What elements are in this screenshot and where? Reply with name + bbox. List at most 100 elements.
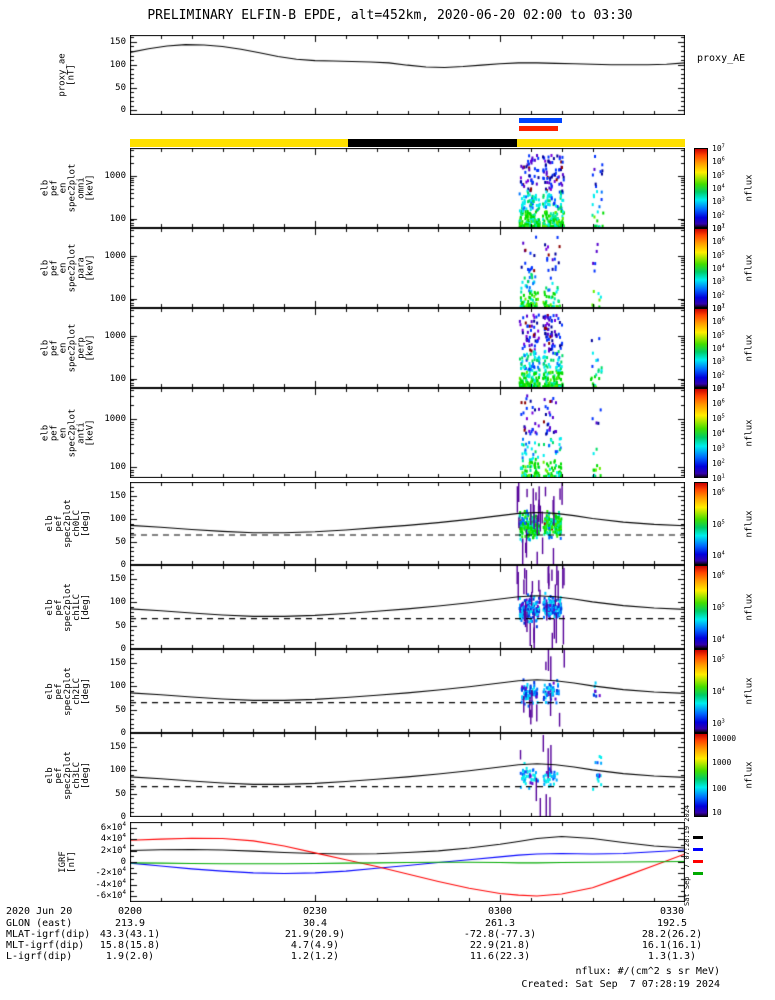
spec_anti-colorbar-tick: 101 [712, 473, 725, 483]
ch3-colorbar-tick: 10 [712, 807, 722, 817]
igrf-ytick: -4×104 [95, 878, 126, 890]
spec_anti-colorbar-tick: 107 [712, 383, 725, 393]
ch1-ytick: 100 [109, 597, 126, 608]
spec_anti-colorbar-label: nflux [742, 388, 758, 478]
annotation-value: 261.3 [484, 918, 516, 929]
ch3-colorbar-tick: 100 [712, 783, 727, 793]
annotation-value: 22.9(21.8) [469, 940, 531, 951]
igrf-ytick: 2×104 [100, 844, 126, 856]
spec_perp-colorbar-label-text: nflux [745, 334, 755, 362]
ch0-ytick: 100 [109, 513, 126, 524]
igrf-ytick: -2×104 [95, 867, 126, 879]
ch1-ytick: 0 [120, 644, 126, 654]
spec_omni-ytick: 1000 [104, 170, 126, 181]
ch1-ytick: 50 [115, 620, 126, 631]
spec_para-colorbar-label-text: nflux [745, 254, 755, 282]
spec_omni-colorbar-tick: 101 [712, 223, 725, 233]
ch1-plot-canvas [130, 565, 685, 649]
status-bar-segment [517, 139, 685, 147]
igrf-plot-canvas [130, 822, 685, 902]
ch0-ytick: 150 [109, 490, 126, 501]
annotation-value: 30.4 [302, 918, 328, 929]
spec_omni-ytick: 100 [109, 213, 126, 224]
spec_perp-colorbar-tick: 105 [712, 329, 725, 340]
ch1-colorbar-label-text: nflux [745, 593, 755, 621]
ch0-colorbar-tick: 106 [712, 487, 725, 497]
ch0-plot-canvas [130, 482, 685, 565]
ch0-colorbar-label-text: nflux [745, 509, 755, 538]
proxy_ae-ytick: 100 [109, 59, 126, 70]
proxy_ae-ytick: 50 [115, 82, 126, 93]
annotation-value: 0330 [659, 906, 685, 917]
ch2-ytick: 100 [109, 681, 126, 692]
proxy_ae-ylabel-text: proxy_ae [nT] [57, 53, 77, 97]
spec_para-colorbar [694, 228, 708, 308]
spec_perp-colorbar-tick: 104 [712, 343, 725, 353]
annotation-value: 43.3(43.1) [99, 929, 161, 940]
spec_anti-ytick: 100 [109, 462, 126, 473]
units-note: nflux: #/(cm^2 s sr MeV) [575, 966, 721, 977]
status-bar-segment [348, 139, 518, 147]
annotation-value: 21.9(20.9) [284, 929, 346, 940]
ch3-colorbar-label: nflux [742, 733, 758, 817]
spec_para-plot-canvas [130, 228, 685, 308]
ch3-colorbar-tick: 1000 [712, 758, 732, 768]
spec_para-colorbar-label: nflux [742, 228, 758, 308]
spec_omni-colorbar-tick: 102 [712, 209, 725, 220]
proxy_ae-right-label: proxy_AE [697, 53, 746, 64]
spec_perp-colorbar-tick: 101 [712, 383, 725, 393]
ch1-colorbar-tick: 105 [712, 602, 725, 612]
spec_para-colorbar-tick: 104 [712, 263, 725, 273]
status-bar-segment [130, 139, 349, 147]
ch2-ytick: 0 [120, 728, 126, 738]
igrf-legend-swatch [693, 836, 703, 839]
spec_perp-colorbar-tick: 102 [712, 369, 725, 380]
annotation-row-label: 2020 Jun 20 [6, 906, 73, 917]
annotation-value: 1.2(1.2) [290, 951, 340, 962]
ch0-colorbar-tick: 104 [712, 550, 725, 561]
spec_perp-colorbar-tick: 106 [712, 316, 725, 327]
spec_anti-colorbar-tick: 102 [712, 458, 725, 468]
ch3-ytick: 150 [109, 742, 126, 752]
igrf-legend-swatch [693, 860, 703, 863]
spec_omni-colorbar [694, 148, 708, 228]
annotation-row-label: MLT-igrf(dip) [6, 940, 85, 951]
ch1-ytick: 150 [109, 574, 126, 584]
proxy_ae-ytick: 150 [109, 36, 126, 47]
proxy_ae-ylabel: proxy_ae [nT] [40, 35, 96, 115]
spec_omni-colorbar-label-text: nflux [745, 174, 755, 202]
spec_anti-colorbar-tick: 104 [712, 428, 725, 438]
spec_anti-plot-canvas [130, 388, 685, 478]
ch2-colorbar-tick: 105 [712, 654, 725, 665]
fast-interval-bar-red [518, 126, 558, 131]
spec_anti-colorbar-tick: 105 [712, 413, 725, 423]
igrf-ytick: 4×104 [100, 833, 126, 845]
spec_para-ytick: 100 [109, 293, 126, 304]
spec_perp-ytick: 1000 [104, 330, 126, 341]
created-timestamp: Created: Sat Sep 7 07:28:19 2024 [521, 979, 720, 990]
ch0-colorbar-label: nflux [742, 482, 758, 565]
ch3-plot-canvas [130, 733, 685, 817]
annotation-value: 192.5 [656, 918, 688, 929]
ch0-colorbar [694, 482, 708, 565]
proxy_ae-plot-canvas [130, 35, 685, 115]
spec_para-colorbar-tick: 105 [712, 249, 725, 260]
annotation-value: -72.8(-77.3) [463, 929, 537, 940]
ch1-colorbar [694, 565, 708, 649]
spec_para-colorbar-tick: 107 [712, 223, 725, 233]
proxy_ae-ytick: 0 [120, 105, 126, 116]
annotation-value: 213.9 [114, 918, 146, 929]
spec_anti-colorbar-tick: 106 [712, 398, 725, 409]
spec_perp-plot-canvas [130, 308, 685, 388]
spec_perp-colorbar [694, 308, 708, 388]
annotation-value: 1.3(1.3) [647, 951, 697, 962]
ch1-colorbar-label: nflux [742, 565, 758, 649]
ch0-ytick: 50 [115, 536, 126, 547]
spec_anti-ytick: 1000 [104, 414, 126, 425]
spec_para-ytick: 1000 [104, 250, 126, 261]
spec_para-colorbar-tick: 101 [712, 303, 725, 313]
ch1-colorbar-tick: 106 [712, 570, 725, 581]
annotation-row-label: GLON (east) [6, 918, 73, 929]
annotation-value: 0200 [117, 906, 143, 917]
spec_perp-colorbar-tick: 107 [712, 303, 725, 313]
